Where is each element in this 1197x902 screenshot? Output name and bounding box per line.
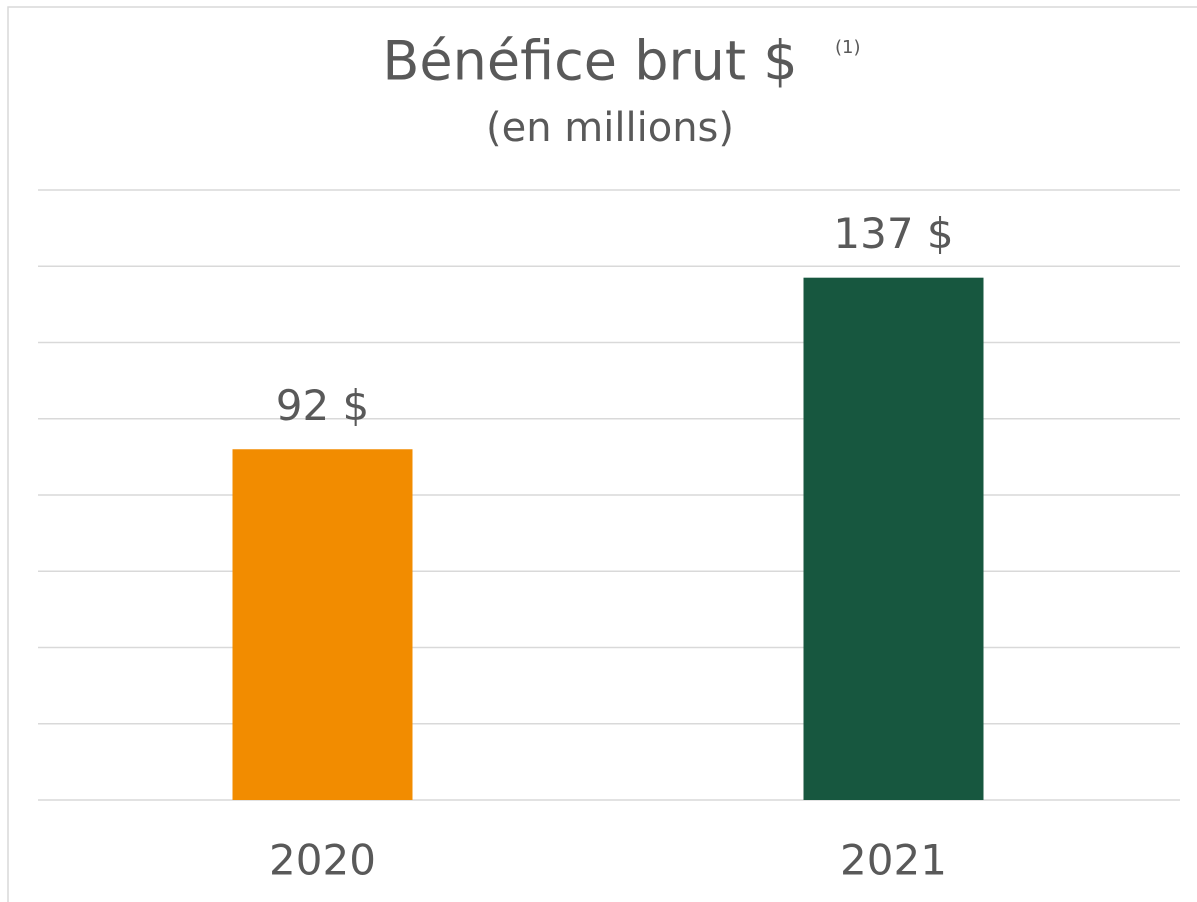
chart-frame [7, 6, 1197, 902]
title-note: (1) [835, 37, 861, 58]
x-tick-label: 2020 [269, 836, 376, 885]
bar [232, 449, 413, 800]
data-label: 92 $ [276, 381, 370, 430]
data-label: 137 $ [833, 209, 953, 258]
chart-title: Bénéfice brut $ [382, 30, 797, 93]
bar [803, 277, 984, 800]
x-tick-label: 2021 [840, 836, 947, 885]
chart-subtitle: (en millions) [486, 105, 734, 151]
